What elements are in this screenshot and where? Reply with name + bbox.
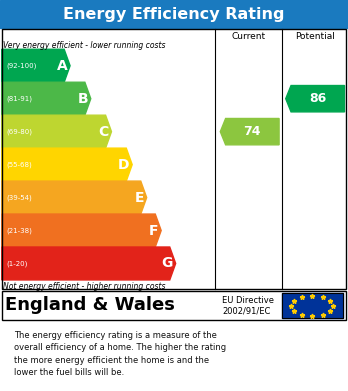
Text: A: A	[56, 59, 67, 73]
Text: (55-68): (55-68)	[6, 161, 32, 168]
Polygon shape	[286, 86, 345, 112]
Text: B: B	[77, 92, 88, 106]
Text: 74: 74	[244, 125, 261, 138]
Text: Not energy efficient - higher running costs: Not energy efficient - higher running co…	[3, 282, 166, 291]
Text: D: D	[118, 158, 129, 172]
Text: Energy Efficiency Rating: Energy Efficiency Rating	[63, 7, 285, 22]
Polygon shape	[2, 115, 111, 148]
Text: F: F	[149, 224, 158, 237]
Polygon shape	[2, 82, 91, 115]
Text: (92-100): (92-100)	[6, 63, 36, 69]
Text: C: C	[98, 125, 109, 139]
Text: (1-20): (1-20)	[6, 260, 27, 267]
Polygon shape	[2, 181, 147, 214]
Text: 86: 86	[309, 92, 326, 105]
Bar	[282, 293, 343, 318]
Text: G: G	[161, 256, 173, 271]
Polygon shape	[2, 148, 132, 181]
Bar	[0, 0, 348, 28]
Text: Potential: Potential	[295, 32, 335, 41]
Polygon shape	[2, 49, 70, 82]
Text: E: E	[134, 190, 144, 204]
Text: Very energy efficient - lower running costs: Very energy efficient - lower running co…	[3, 41, 166, 50]
Text: The energy efficiency rating is a measure of the
overall efficiency of a home. T: The energy efficiency rating is a measur…	[14, 331, 226, 377]
Bar	[282, 293, 343, 318]
Bar	[2, 291, 346, 320]
Text: (21-38): (21-38)	[6, 227, 32, 234]
Text: (39-54): (39-54)	[6, 194, 32, 201]
Polygon shape	[2, 214, 161, 247]
Text: Current: Current	[231, 32, 266, 41]
Bar	[2, 29, 346, 289]
Text: EU Directive
2002/91/EC: EU Directive 2002/91/EC	[222, 296, 274, 315]
Polygon shape	[2, 247, 176, 280]
Text: (81-91): (81-91)	[6, 95, 32, 102]
Text: (69-80): (69-80)	[6, 128, 32, 135]
Polygon shape	[220, 118, 279, 145]
Text: England & Wales: England & Wales	[5, 296, 175, 314]
